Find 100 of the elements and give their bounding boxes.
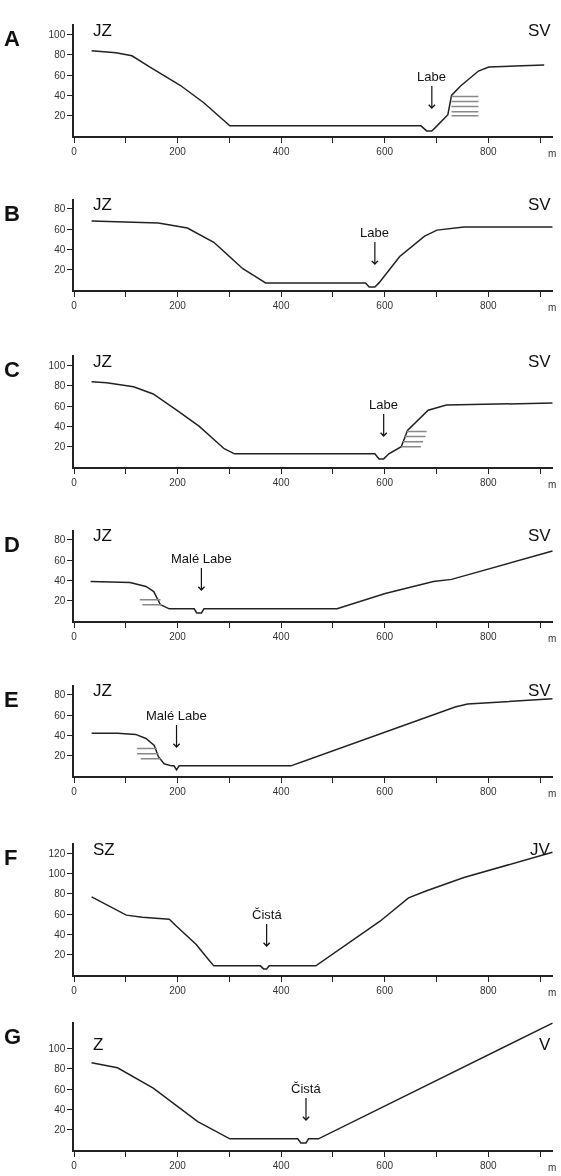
y-tick-label: 120 [48, 847, 66, 859]
y-tick-label: 60 [54, 400, 66, 412]
annotation: SZ [93, 840, 115, 859]
x-tick-label: 400 [272, 785, 290, 797]
y-tick-label: 40 [54, 420, 66, 432]
y-tick-label: 20 [54, 595, 66, 607]
y-tick-label: 40 [54, 89, 66, 101]
annotation: JZ [93, 21, 112, 40]
y-tick-label: 40 [54, 729, 66, 741]
x-tick-label: 200 [169, 630, 187, 642]
x-tick-label: 800 [479, 984, 498, 996]
x-tick-label: 400 [272, 145, 290, 157]
y-tick-label: 100 [48, 1043, 66, 1054]
annotation: Malé Labe [146, 708, 207, 723]
annotation: Labe [369, 397, 398, 412]
x-tick-label: 600 [376, 630, 394, 642]
y-tick-label: 100 [48, 360, 66, 371]
annotation: Z [93, 1035, 104, 1054]
y-tick-label: 40 [54, 928, 66, 940]
line-series [89, 550, 553, 614]
annotation: SV [528, 352, 552, 371]
line-series [90, 380, 553, 460]
x-tick-label: 800 [479, 785, 498, 797]
x-tick-label: 800 [479, 476, 498, 488]
x-tick-label: 200 [169, 785, 187, 797]
annotation: JZ [93, 681, 112, 700]
y-tick-label: 80 [54, 888, 66, 900]
y-tick-label: 80 [54, 203, 66, 215]
annotation: Čistá [252, 907, 283, 922]
chart-title: A [4, 26, 20, 51]
annotation: SV [528, 195, 552, 214]
annotation: JZ [93, 526, 112, 545]
x-tick-label: 400 [272, 299, 290, 311]
y-tick-label: 80 [54, 380, 66, 392]
x-tick-label: 0 [71, 299, 78, 311]
y-tick-label: 60 [54, 908, 66, 920]
y-tick-label: 40 [54, 1103, 66, 1115]
x-tick-label: 0 [71, 145, 78, 157]
y-tick-label: 100 [48, 29, 66, 40]
annotation: SV [528, 21, 552, 40]
x-tick-label: 800 [479, 145, 498, 157]
x-tick-label: 0 [71, 476, 78, 488]
y-tick-label: 60 [54, 1083, 66, 1095]
x-tick-label: 400 [272, 630, 290, 642]
chart-title: C [4, 357, 20, 382]
annotation: V [539, 1035, 551, 1054]
x-axis-title: m [548, 148, 557, 159]
x-axis-title: m [548, 302, 557, 313]
x-tick-label: 600 [376, 145, 394, 157]
y-tick-label: 20 [54, 441, 66, 453]
y-tick-label: 60 [54, 223, 66, 235]
x-tick-label: 800 [479, 299, 498, 311]
y-tick-label: 20 [54, 110, 66, 122]
chart-title: G [4, 1024, 22, 1049]
line-series [90, 49, 545, 132]
x-tick-label: 600 [376, 476, 394, 488]
annotation: SV [528, 681, 552, 700]
annotation: Labe [360, 225, 389, 240]
x-tick-label: 0 [71, 1159, 78, 1171]
x-tick-label: 400 [272, 476, 290, 488]
y-tick-label: 80 [54, 689, 66, 701]
x-tick-label: 800 [479, 630, 498, 642]
y-tick-label: 60 [54, 69, 66, 81]
x-tick-label: 400 [272, 984, 290, 996]
x-tick-label: 200 [169, 1159, 187, 1171]
y-tick-label: 80 [54, 534, 66, 546]
x-tick-label: 800 [479, 1159, 498, 1171]
x-tick-label: 200 [169, 984, 187, 996]
y-tick-label: 40 [54, 243, 66, 255]
x-tick-label: 200 [169, 145, 187, 157]
x-tick-label: 200 [169, 299, 187, 311]
annotation: Malé Labe [171, 551, 232, 566]
chart-title: B [4, 201, 20, 226]
line-series [90, 698, 553, 771]
annotation: SV [528, 526, 552, 545]
line-series [90, 220, 553, 288]
x-tick-label: 400 [272, 1159, 290, 1171]
annotation: Labe [417, 69, 446, 84]
x-tick-label: 600 [376, 984, 394, 996]
x-axis-title: m [548, 633, 557, 644]
y-tick-label: 60 [54, 554, 66, 566]
x-tick-label: 600 [376, 785, 394, 797]
y-tick-label: 60 [54, 709, 66, 721]
y-tick-label: 20 [54, 949, 66, 961]
x-tick-label: 0 [71, 984, 78, 996]
y-tick-label: 80 [54, 49, 66, 61]
y-tick-label: 20 [54, 264, 66, 276]
x-tick-label: 600 [376, 299, 394, 311]
x-tick-label: 0 [71, 630, 78, 642]
y-tick-label: 20 [54, 750, 66, 762]
line-series [90, 1022, 553, 1144]
x-tick-label: 600 [376, 1159, 394, 1171]
y-tick-label: 80 [54, 1063, 66, 1075]
annotation: JV [530, 840, 551, 859]
y-tick-label: 20 [54, 1124, 66, 1136]
chart-title: E [4, 687, 19, 712]
y-tick-label: 100 [48, 868, 66, 879]
y-tick-label: 40 [54, 574, 66, 586]
x-axis-title: m [548, 1162, 557, 1173]
annotation: JZ [93, 195, 112, 214]
